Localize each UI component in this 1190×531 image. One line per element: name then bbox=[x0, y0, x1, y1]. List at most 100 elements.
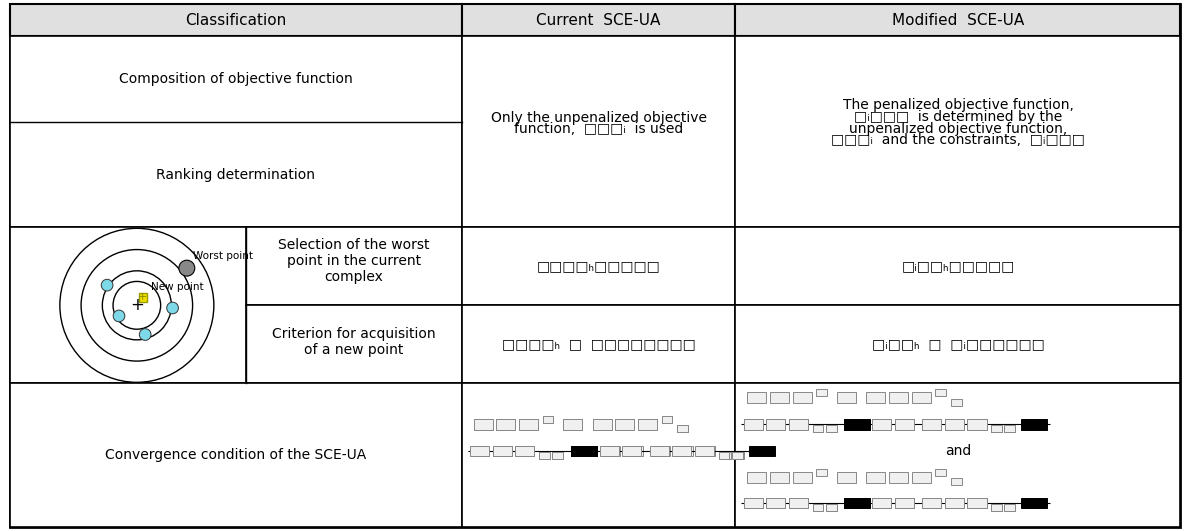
Bar bbox=[945, 498, 964, 508]
Bar bbox=[813, 425, 823, 432]
Bar bbox=[493, 446, 512, 456]
Ellipse shape bbox=[113, 310, 125, 322]
Bar bbox=[735, 36, 1180, 227]
Bar bbox=[571, 446, 597, 456]
Ellipse shape bbox=[167, 302, 178, 314]
Bar bbox=[720, 452, 731, 459]
Text: function,  □□□ᵢ  is used: function, □□□ᵢ is used bbox=[514, 122, 683, 136]
Bar bbox=[246, 305, 462, 383]
Bar bbox=[10, 36, 462, 227]
Bar bbox=[735, 227, 1180, 305]
Bar bbox=[793, 392, 812, 403]
Bar bbox=[1021, 419, 1047, 430]
Bar bbox=[866, 392, 885, 403]
Bar bbox=[677, 425, 688, 432]
Bar bbox=[912, 472, 931, 483]
Bar bbox=[991, 425, 1002, 432]
Bar bbox=[766, 498, 785, 508]
Text: +: + bbox=[138, 293, 148, 302]
Bar bbox=[719, 452, 729, 459]
Bar bbox=[10, 383, 462, 527]
Bar bbox=[789, 498, 808, 508]
Bar bbox=[951, 399, 962, 406]
Bar bbox=[735, 383, 1180, 527]
Bar bbox=[889, 472, 908, 483]
Bar bbox=[749, 446, 775, 456]
Bar bbox=[922, 419, 941, 430]
Bar bbox=[813, 504, 823, 511]
Text: Worst point: Worst point bbox=[193, 251, 252, 261]
Bar bbox=[601, 446, 620, 456]
Bar bbox=[543, 416, 553, 423]
Text: □□□ᵢ  and the constraints,  □ᵢ□□□: □□□ᵢ and the constraints, □ᵢ□□□ bbox=[831, 133, 1085, 147]
Bar bbox=[813, 425, 823, 432]
Bar bbox=[747, 472, 766, 483]
Text: Criterion for acquisition
of a new point: Criterion for acquisition of a new point bbox=[273, 327, 436, 357]
Bar bbox=[624, 446, 643, 456]
Bar bbox=[844, 498, 870, 508]
Bar bbox=[651, 446, 670, 456]
Bar bbox=[563, 419, 582, 430]
Bar bbox=[593, 419, 612, 430]
Bar bbox=[789, 419, 808, 430]
Bar bbox=[826, 425, 837, 432]
Bar bbox=[539, 452, 550, 459]
Text: Composition of objective function: Composition of objective function bbox=[119, 72, 352, 86]
Bar bbox=[837, 472, 856, 483]
Bar bbox=[672, 446, 691, 456]
Text: Classification: Classification bbox=[184, 13, 287, 28]
Bar bbox=[770, 392, 789, 403]
Bar bbox=[735, 4, 1180, 36]
Bar bbox=[747, 392, 766, 403]
Text: Current  SCE-UA: Current SCE-UA bbox=[537, 13, 660, 28]
Bar bbox=[650, 446, 669, 456]
Bar bbox=[1004, 504, 1015, 511]
Text: □ᵢ□□ₕ□□□□□: □ᵢ□□ₕ□□□□□ bbox=[901, 259, 1015, 273]
Text: Only the unpenalized objective: Only the unpenalized objective bbox=[490, 112, 707, 125]
Text: unpenalized objective function,: unpenalized objective function, bbox=[848, 122, 1067, 135]
Text: □□□□ₕ  □  □□□□□□□□: □□□□ₕ □ □□□□□□□□ bbox=[502, 337, 695, 352]
Bar bbox=[674, 446, 693, 456]
Bar bbox=[10, 227, 462, 383]
Bar bbox=[615, 419, 634, 430]
Bar bbox=[912, 392, 931, 403]
Bar bbox=[571, 446, 597, 456]
Bar bbox=[813, 504, 823, 511]
Text: Modified  SCE-UA: Modified SCE-UA bbox=[891, 13, 1025, 28]
Bar bbox=[696, 446, 715, 456]
Bar bbox=[543, 416, 553, 423]
Bar bbox=[789, 419, 808, 430]
Bar bbox=[552, 452, 563, 459]
Bar bbox=[474, 419, 493, 430]
Bar bbox=[826, 504, 837, 511]
Bar bbox=[515, 446, 534, 456]
Bar bbox=[770, 472, 789, 483]
Bar bbox=[1004, 425, 1015, 432]
Bar bbox=[766, 419, 785, 430]
Bar bbox=[789, 498, 808, 508]
Bar bbox=[844, 498, 870, 508]
Text: Ranking determination: Ranking determination bbox=[156, 168, 315, 182]
Bar bbox=[496, 419, 515, 430]
Bar bbox=[539, 452, 550, 459]
Bar bbox=[935, 389, 946, 396]
Bar bbox=[895, 419, 914, 430]
Text: □ᵢ□□ₕ  □  □ᵢ□□□□□□: □ᵢ□□ₕ □ □ᵢ□□□□□□ bbox=[871, 337, 1045, 352]
Bar bbox=[622, 446, 641, 456]
Bar bbox=[744, 498, 763, 508]
Bar bbox=[735, 305, 1180, 383]
Bar bbox=[462, 4, 735, 36]
Bar bbox=[945, 419, 964, 430]
Bar bbox=[563, 419, 582, 430]
Bar bbox=[1004, 425, 1015, 432]
Bar bbox=[593, 419, 612, 430]
Text: The penalized objective function,: The penalized objective function, bbox=[843, 98, 1073, 112]
Bar bbox=[967, 419, 987, 430]
Bar bbox=[766, 419, 785, 430]
Bar bbox=[732, 452, 743, 459]
Bar bbox=[991, 504, 1002, 511]
Bar bbox=[677, 425, 688, 432]
Bar bbox=[991, 425, 1002, 432]
Text: □□□□ₕ□□□□□: □□□□ₕ□□□□□ bbox=[537, 259, 660, 273]
Bar bbox=[493, 446, 512, 456]
